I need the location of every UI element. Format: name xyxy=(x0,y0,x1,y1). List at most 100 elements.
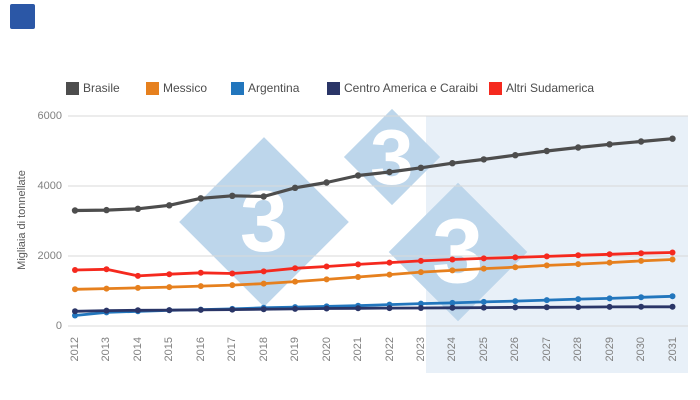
data-point-messico xyxy=(417,269,424,276)
data-point-argentina xyxy=(449,299,456,306)
data-point-brasile xyxy=(386,168,393,176)
data-point-messico xyxy=(103,285,110,292)
data-point-messico xyxy=(72,286,78,293)
data-point-messico xyxy=(134,284,141,291)
x-axis-tick-label: 2029 xyxy=(603,337,616,362)
x-axis-tick-label: 2022 xyxy=(383,337,396,362)
x-axis-tick-label: 2019 xyxy=(289,337,302,362)
data-point-centro-america-e-caraibi xyxy=(260,306,267,313)
data-point-brasile xyxy=(543,147,550,155)
data-point-altri-sudamerica xyxy=(103,266,110,273)
legend-item-altri-sudamerica[interactable]: Altri Sudamerica xyxy=(489,82,594,95)
x-axis-tick-label: 2021 xyxy=(352,337,365,362)
data-point-brasile xyxy=(229,192,236,199)
legend-swatch-altri-sudamerica xyxy=(489,82,502,95)
data-point-messico xyxy=(638,257,645,264)
data-point-messico xyxy=(166,284,173,291)
series-line-altri-sudamerica xyxy=(73,251,674,278)
x-axis-tick-label: 2027 xyxy=(540,337,553,362)
data-point-centro-america-e-caraibi xyxy=(543,304,550,311)
x-axis-tick-label: 2020 xyxy=(320,337,333,362)
data-point-messico xyxy=(260,280,267,287)
data-point-altri-sudamerica xyxy=(229,270,236,277)
series-line-messico xyxy=(73,258,674,291)
legend-item-centro-america-e-caraibi[interactable]: Centro America e Caraibi xyxy=(327,82,478,95)
data-point-messico xyxy=(292,278,299,285)
data-point-messico xyxy=(575,261,582,268)
data-point-centro-america-e-caraibi xyxy=(606,303,613,310)
data-point-brasile xyxy=(323,179,330,186)
x-axis-tick-label: 2018 xyxy=(257,337,270,362)
data-point-messico xyxy=(323,276,330,283)
x-axis-tick-label: 2015 xyxy=(163,337,176,362)
legend-item-brasile[interactable]: Brasile xyxy=(66,82,120,95)
data-point-centro-america-e-caraibi xyxy=(197,306,204,313)
data-point-centro-america-e-caraibi xyxy=(103,307,110,314)
data-point-altri-sudamerica xyxy=(72,267,78,273)
data-point-altri-sudamerica xyxy=(417,257,424,264)
data-point-altri-sudamerica xyxy=(134,272,141,279)
data-point-brasile xyxy=(103,206,110,214)
data-point-centro-america-e-caraibi xyxy=(72,308,78,315)
data-point-brasile xyxy=(354,172,362,179)
legend-label: Centro America e Caraibi xyxy=(344,81,479,95)
data-point-argentina xyxy=(606,295,613,302)
y-axis-tick-label: 6000 xyxy=(37,110,62,122)
legend-item-argentina[interactable]: Argentina xyxy=(231,82,299,95)
y-axis-tick-label: 0 xyxy=(55,320,62,332)
series-line-brasile xyxy=(73,137,675,213)
data-point-altri-sudamerica xyxy=(166,271,173,278)
legend-label: Argentina xyxy=(248,81,300,95)
data-point-brasile xyxy=(291,184,299,191)
data-point-messico xyxy=(229,282,236,289)
data-point-brasile xyxy=(637,138,645,145)
x-axis-tick-label: 2012 xyxy=(69,337,81,362)
data-point-centro-america-e-caraibi xyxy=(638,303,645,310)
data-point-centro-america-e-caraibi xyxy=(323,305,330,312)
data-point-altri-sudamerica xyxy=(323,263,330,270)
data-point-altri-sudamerica xyxy=(260,268,267,275)
data-point-altri-sudamerica xyxy=(606,251,613,258)
data-point-altri-sudamerica xyxy=(355,261,362,268)
data-point-brasile xyxy=(197,195,204,202)
data-point-messico xyxy=(197,283,204,290)
y-axis-tick-label: 4000 xyxy=(37,180,62,192)
data-point-altri-sudamerica xyxy=(575,252,582,259)
x-axis-tick-label: 2013 xyxy=(100,337,113,362)
data-point-messico xyxy=(480,265,487,272)
data-point-messico xyxy=(543,262,550,269)
x-axis-tick-label: 2030 xyxy=(635,337,648,362)
legend-item-messico[interactable]: Messico xyxy=(146,82,207,95)
brand-logo-square xyxy=(10,4,35,29)
data-point-messico xyxy=(512,264,519,271)
legend-label: Brasile xyxy=(83,81,120,95)
data-point-argentina xyxy=(543,297,550,304)
data-point-brasile xyxy=(575,144,582,151)
data-point-centro-america-e-caraibi xyxy=(575,304,582,311)
data-point-argentina xyxy=(512,298,519,305)
x-axis-tick-label: 2024 xyxy=(446,337,459,362)
x-axis-tick-label: 2023 xyxy=(414,337,427,362)
data-point-centro-america-e-caraibi xyxy=(134,307,141,314)
data-point-altri-sudamerica xyxy=(543,253,550,260)
data-point-altri-sudamerica xyxy=(638,250,645,257)
data-point-altri-sudamerica xyxy=(197,269,204,276)
legend-swatch-brasile xyxy=(66,82,79,95)
legend-swatch-argentina xyxy=(231,82,244,95)
data-point-centro-america-e-caraibi xyxy=(669,303,676,310)
data-point-argentina xyxy=(480,298,487,305)
x-axis-tick-label: 2017 xyxy=(226,337,239,362)
data-point-centro-america-e-caraibi xyxy=(166,307,173,314)
data-point-messico xyxy=(449,267,456,274)
x-axis-tick-label: 2025 xyxy=(477,337,490,362)
data-point-messico xyxy=(355,274,362,280)
data-point-messico xyxy=(669,256,676,263)
x-axis-tick-label: 2016 xyxy=(194,337,207,362)
x-axis-tick-label: 2031 xyxy=(666,337,679,362)
data-point-centro-america-e-caraibi xyxy=(449,304,456,311)
data-point-brasile xyxy=(669,135,676,142)
legend-label: Messico xyxy=(163,81,208,95)
data-point-altri-sudamerica xyxy=(386,259,393,266)
legend-swatch-centro-america-e-caraibi xyxy=(327,82,340,95)
data-point-centro-america-e-caraibi xyxy=(512,304,519,311)
